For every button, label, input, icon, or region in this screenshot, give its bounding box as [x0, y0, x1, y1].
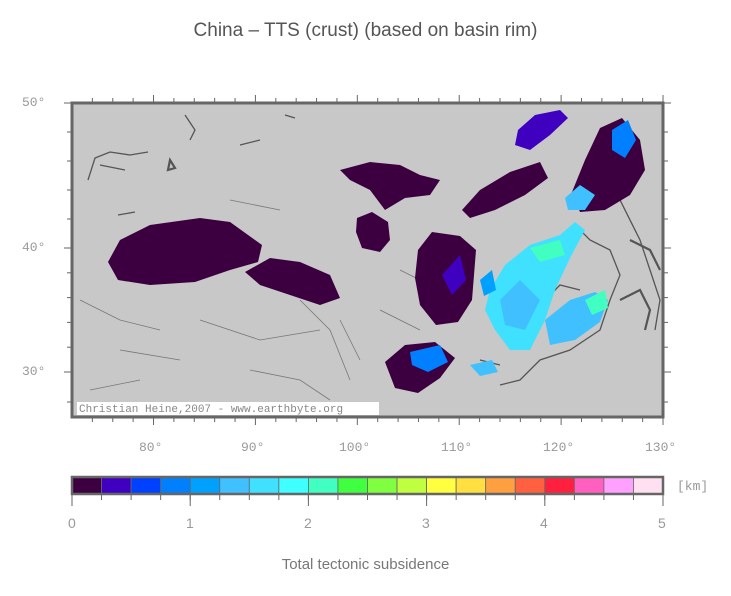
map-frame: [70, 101, 665, 419]
colorbar-swatch: [485, 476, 516, 495]
basin-junggar: [340, 162, 440, 210]
colorbar-swatch: [367, 476, 398, 495]
lon-label: 120°: [543, 440, 575, 455]
basin-small-central: [356, 212, 390, 252]
colorbar-tick-label: 5: [658, 515, 666, 531]
lon-label: 80°: [139, 440, 163, 455]
colorbar-swatch: [130, 476, 162, 495]
colorbar-tick-label: 0: [68, 515, 76, 531]
colorbar: [70, 475, 665, 506]
map-ticks: [64, 95, 671, 425]
colorbar-swatch: [514, 476, 546, 495]
colorbar-tick-label: 3: [422, 515, 430, 531]
lat-label: 30°: [22, 364, 46, 379]
colorbar-swatch: [278, 476, 309, 495]
lat-label: 50°: [22, 95, 46, 110]
basin-qaidam: [245, 258, 340, 305]
credit-text: Christian Heine,2007 - www.earthbyte.org: [79, 404, 343, 416]
colorbar-swatch: [337, 476, 368, 495]
lat-label: 40°: [22, 240, 46, 255]
colorbar-unit: [km]: [677, 479, 709, 494]
colorbar-swatch: [160, 476, 191, 495]
colorbar-frame: [70, 475, 665, 496]
colorbar-swatch: [633, 476, 664, 495]
colorbar-tick-label: 2: [304, 515, 312, 531]
lon-label: 110°: [441, 440, 473, 455]
colorbar-swatch: [101, 476, 132, 495]
lon-label: 130°: [645, 440, 677, 455]
colorbar-tick-label: 4: [540, 515, 548, 531]
basin-tarim: [108, 218, 262, 285]
credit-box: [77, 402, 379, 415]
colorbar-swatch: [455, 476, 487, 495]
colorbar-title: Total tectonic subsidence: [281, 556, 450, 573]
colorbar-swatch: [426, 476, 457, 495]
colorbar-swatch: [71, 476, 102, 495]
lon-label: 100°: [339, 440, 371, 455]
colorbar-swatch: [544, 476, 575, 495]
colorbar-swatch: [396, 476, 427, 495]
basins: [108, 110, 645, 393]
colorbar-tick-label: 1: [186, 515, 194, 531]
figure-title: China – TTS (crust) (based on basin rim): [193, 20, 538, 41]
coastlines-rivers: [79, 114, 661, 401]
colorbar-swatch: [573, 476, 605, 495]
colorbar-swatch: [248, 476, 280, 495]
lon-label: 90°: [241, 440, 265, 455]
colorbar-swatch: [189, 476, 221, 495]
basin-erlian: [462, 162, 548, 218]
basin-hailar: [515, 110, 568, 150]
colorbar-swatch: [219, 476, 250, 495]
colorbar-swatch: [603, 476, 634, 495]
colorbar-swatch: [307, 476, 339, 495]
